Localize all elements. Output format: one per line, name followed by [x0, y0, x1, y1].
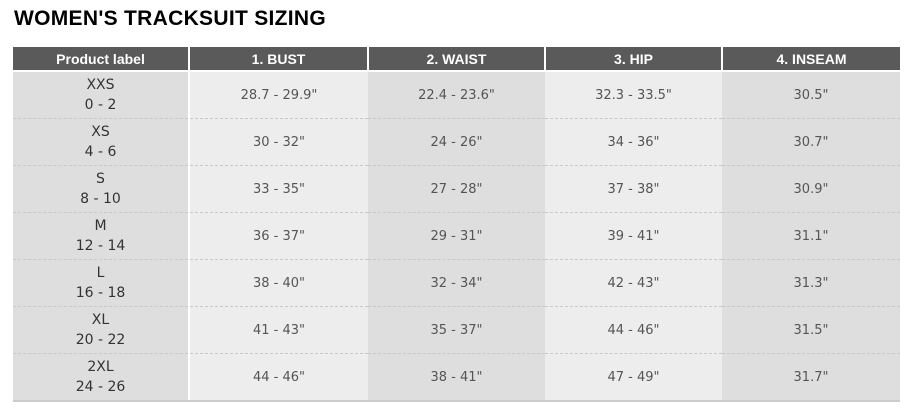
measurement-cell: 30.9" [722, 165, 900, 213]
measurement-cell: 36 - 37" [188, 212, 368, 260]
product-label-cell: XXS 0 - 2 [13, 70, 189, 119]
measurement-cell: 27 - 28" [368, 165, 545, 213]
measurement-cell: 35 - 37" [368, 306, 545, 354]
measurement-cell: 33 - 35" [188, 165, 368, 213]
size-label: M [94, 218, 107, 234]
measurement-cell: 22.4 - 23.6" [368, 70, 545, 119]
measurement-cell: 31.1" [722, 212, 900, 260]
size-chart-table: Product label 1. BUST 2. WAIST 3. HIP 4. INS… [13, 47, 900, 402]
measurement-cell: 28.7 - 29.9" [188, 70, 368, 119]
column-header: 1. BUST [188, 47, 368, 71]
size-label: XS [91, 124, 110, 140]
measurement-cell: 44 - 46" [188, 353, 368, 402]
page-title: WOMEN'S TRACKSUIT SIZING [14, 7, 327, 30]
product-label-cell: L 16 - 18 [13, 259, 189, 307]
column-header: Product label [13, 47, 189, 71]
table-row: 2XL 24 - 26 44 - 46" 38 - 41" 47 - 49" 31.7" [13, 353, 900, 402]
measurement-cell: 32.3 - 33.5" [545, 70, 722, 119]
measurement-cell: 30 - 32" [188, 118, 368, 166]
us-size-range: 8 - 10 [80, 191, 121, 207]
measurement-cell: 41 - 43" [188, 306, 368, 354]
table-row: XXS 0 - 2 28.7 - 29.9" 22.4 - 23.6" 32.3 - 3… [13, 70, 900, 119]
measurement-cell: 38 - 41" [368, 353, 545, 402]
measurement-cell: 29 - 31" [368, 212, 545, 260]
table-row: XS 4 - 6 30 - 32" 24 - 26" 34 - 36" 30.7" [13, 118, 900, 166]
measurement-cell: 34 - 36" [545, 118, 722, 166]
measurement-cell: 31.7" [722, 353, 900, 402]
us-size-range: 20 - 22 [75, 332, 126, 348]
product-label-cell: 2XL 24 - 26 [13, 353, 189, 402]
measurement-cell: 30.7" [722, 118, 900, 166]
measurement-cell: 44 - 46" [545, 306, 722, 354]
size-label: 2XL [87, 359, 114, 375]
table-row: S 8 - 10 33 - 35" 27 - 28" 37 - 38" 30.9" [13, 165, 900, 213]
header-row: Product label 1. BUST 2. WAIST 3. HIP 4. INS… [13, 47, 900, 71]
column-header: 3. HIP [544, 47, 722, 71]
measurement-cell: 24 - 26" [368, 118, 545, 166]
us-size-range: 0 - 2 [84, 97, 117, 113]
size-label: XL [91, 312, 110, 328]
measurement-cell: 32 - 34" [368, 259, 545, 307]
measurement-cell: 47 - 49" [545, 353, 722, 402]
us-size-range: 24 - 26 [75, 379, 126, 395]
product-label-cell: S 8 - 10 [13, 165, 189, 213]
measurement-cell: 38 - 40" [188, 259, 368, 307]
table-row: M 12 - 14 36 - 37" 29 - 31" 39 - 41" 31.1" [13, 212, 900, 260]
us-size-range: 4 - 6 [84, 144, 117, 160]
us-size-range: 16 - 18 [75, 285, 126, 301]
measurement-cell: 31.5" [722, 306, 900, 354]
product-label-cell: M 12 - 14 [13, 212, 189, 260]
measurement-cell: 30.5" [722, 70, 900, 119]
measurement-cell: 37 - 38" [545, 165, 722, 213]
measurement-cell: 42 - 43" [545, 259, 722, 307]
size-label: S [96, 171, 105, 187]
column-header: 4. INSEAM [721, 47, 900, 71]
size-label: XXS [86, 77, 115, 93]
product-label-cell: XS 4 - 6 [13, 118, 189, 166]
size-label: L [96, 265, 105, 281]
table-row: L 16 - 18 38 - 40" 32 - 34" 42 - 43" 31.3" [13, 259, 900, 307]
column-header: 2. WAIST [367, 47, 545, 71]
table-row: XL 20 - 22 41 - 43" 35 - 37" 44 - 46" 31.5" [13, 306, 900, 354]
us-size-range: 12 - 14 [75, 238, 126, 254]
measurement-cell: 31.3" [722, 259, 900, 307]
product-label-cell: XL 20 - 22 [13, 306, 189, 354]
measurement-cell: 39 - 41" [545, 212, 722, 260]
